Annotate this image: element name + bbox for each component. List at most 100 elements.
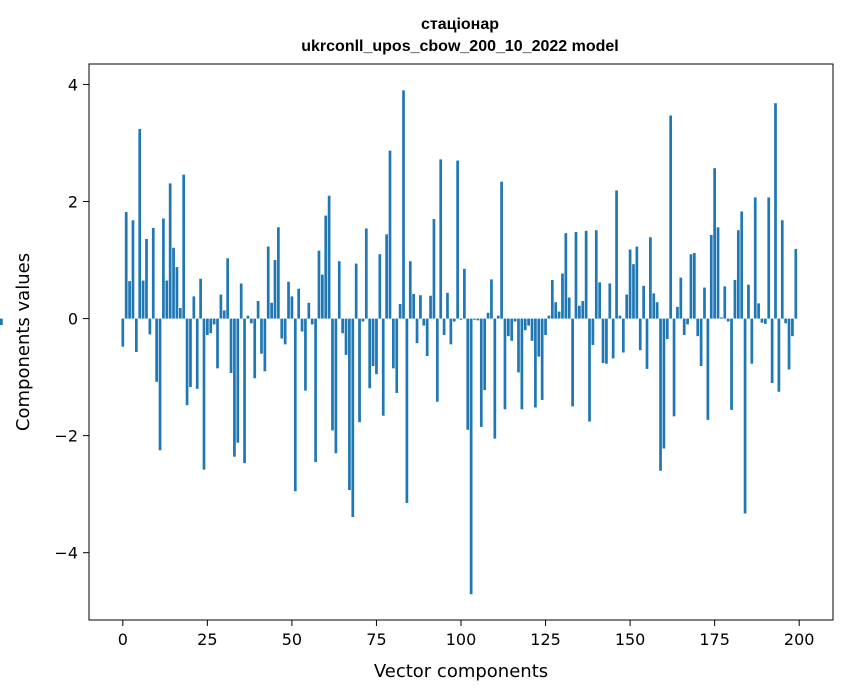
bar xyxy=(178,308,182,319)
bar xyxy=(297,288,301,319)
bar xyxy=(283,318,287,345)
bar xyxy=(371,318,375,366)
bar xyxy=(659,318,662,471)
bar xyxy=(747,284,750,319)
bar xyxy=(554,302,558,319)
bar xyxy=(506,318,510,337)
bar xyxy=(131,220,135,319)
bar xyxy=(361,318,365,322)
bar xyxy=(216,318,219,369)
bar xyxy=(402,90,405,319)
bar xyxy=(199,278,202,319)
bar xyxy=(327,195,331,319)
bar xyxy=(635,246,639,319)
bar xyxy=(141,280,145,319)
bar xyxy=(425,318,429,357)
bar xyxy=(459,318,463,320)
bar xyxy=(172,247,175,319)
bar xyxy=(246,315,250,319)
bar xyxy=(564,233,568,319)
bar xyxy=(733,279,737,319)
bar xyxy=(398,303,402,319)
bar xyxy=(682,318,686,335)
y-tick-label: 0 xyxy=(68,310,78,329)
bar xyxy=(530,318,534,341)
bar xyxy=(168,183,172,319)
bar xyxy=(764,318,767,324)
bar xyxy=(581,301,585,319)
bar xyxy=(195,318,199,389)
bar xyxy=(449,318,453,345)
x-tick-label: 50 xyxy=(282,630,302,649)
bar xyxy=(726,318,730,322)
bar xyxy=(314,318,317,462)
bar xyxy=(703,287,706,319)
bar xyxy=(351,318,355,517)
bar xyxy=(348,318,351,491)
bar xyxy=(625,294,629,319)
bar xyxy=(134,318,138,352)
bar xyxy=(699,318,703,366)
bar xyxy=(419,295,422,319)
bar xyxy=(473,318,476,320)
bar xyxy=(496,315,500,319)
bar xyxy=(442,318,446,335)
bar xyxy=(716,227,720,319)
bar xyxy=(219,294,223,319)
bar xyxy=(243,318,246,464)
bar xyxy=(263,318,267,372)
bar xyxy=(155,318,158,382)
bar xyxy=(233,318,236,457)
bar xyxy=(456,160,459,319)
plot-frame xyxy=(88,63,834,621)
bar xyxy=(615,190,618,319)
bar xyxy=(189,318,192,388)
bar xyxy=(469,318,473,595)
bar xyxy=(757,303,760,319)
bar xyxy=(777,318,781,392)
bar xyxy=(331,318,334,431)
bar xyxy=(767,197,771,319)
bar xyxy=(145,238,148,319)
bar xyxy=(385,234,388,319)
bar xyxy=(574,231,578,319)
bar xyxy=(770,318,774,383)
bar xyxy=(344,318,348,355)
bar xyxy=(395,318,399,393)
bar xyxy=(490,279,493,319)
bar xyxy=(0,318,3,326)
bar xyxy=(696,318,700,337)
bar xyxy=(121,318,125,347)
bar xyxy=(578,305,581,319)
bar xyxy=(341,318,344,334)
bar xyxy=(165,280,169,319)
bar xyxy=(723,286,727,319)
x-tick-label: 75 xyxy=(366,630,386,649)
bar xyxy=(608,283,612,319)
bar xyxy=(510,318,514,341)
bar xyxy=(435,318,439,402)
bar xyxy=(679,277,683,319)
bar xyxy=(567,297,571,319)
bar xyxy=(561,273,564,319)
x-axis-ticks: 0 25 50 75 100 125 150 175 200 xyxy=(118,620,814,649)
bar xyxy=(354,263,358,319)
bar xyxy=(151,227,155,319)
bar xyxy=(632,264,635,319)
bar xyxy=(655,302,659,319)
bar xyxy=(446,292,449,319)
bar xyxy=(236,318,240,443)
bar xyxy=(709,234,713,319)
bar xyxy=(571,318,574,407)
bar xyxy=(364,228,368,319)
bar xyxy=(547,315,551,319)
bar xyxy=(226,258,230,319)
bar xyxy=(412,294,416,319)
bar xyxy=(209,318,213,334)
bar xyxy=(557,311,561,319)
bar xyxy=(628,249,632,319)
y-tick-label: 4 xyxy=(68,75,78,94)
bar xyxy=(692,253,696,319)
bar xyxy=(408,261,412,319)
bar xyxy=(594,230,598,319)
